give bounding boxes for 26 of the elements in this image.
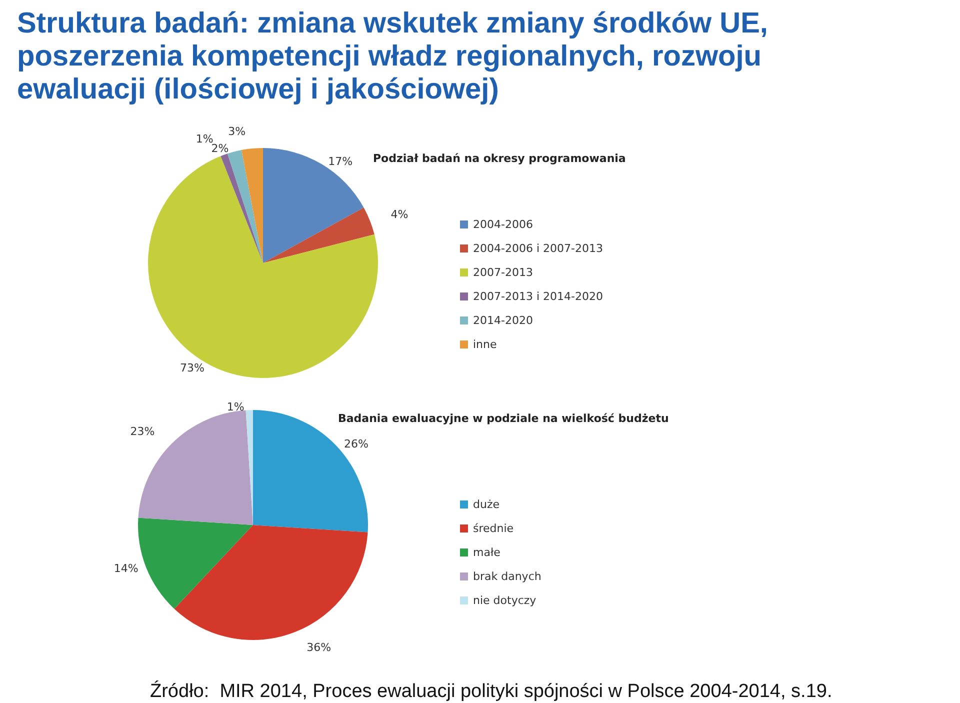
data-label: 4% [390, 208, 408, 221]
text: Badania ewaluacyjne w podziale na wielkość budżetu [338, 412, 669, 425]
legend-label: 2007-2013 [473, 266, 533, 279]
data-label: 2% [211, 142, 229, 156]
data-label: 17% [328, 154, 353, 168]
text: Podział badań na okresy programowania [373, 152, 626, 165]
data-label: 3% [228, 125, 246, 138]
data-label: 26% [344, 438, 368, 451]
legend-label: średnie [473, 522, 514, 535]
data-label: 1% [226, 400, 244, 414]
legend-label: małe [473, 546, 501, 559]
legend-label: nie dotyczy [473, 594, 537, 607]
data-label: 73% [180, 362, 204, 375]
chart-title: Struktura badań: zmiana wskutek zmiany środków UE, poszerzenia kompetencji władz regionalnych, rozwoju ewaluacji (ilościowej i jakościowej) [17, 8, 776, 106]
legend-label: 2004-2006 i 2007-2013 [473, 242, 603, 255]
data-label: 14% [114, 562, 138, 575]
legend-label: 2007-2013 i 2014-2020 [473, 290, 603, 303]
text: Źródło: MIR 2014, Proces ewaluacji polityki spójności w Polsce 2004-2014, s.19. [150, 680, 832, 702]
data-label: 23% [130, 425, 155, 438]
data-label: 1% [196, 132, 214, 146]
legend-label: brak danych [473, 570, 542, 583]
legend-label: 2004-2006 [473, 218, 533, 231]
legend-label: inne [473, 338, 497, 351]
legend-label: duże [473, 498, 500, 511]
legend-label: 2014-2020 [473, 314, 533, 327]
data-label: 36% [306, 641, 332, 654]
